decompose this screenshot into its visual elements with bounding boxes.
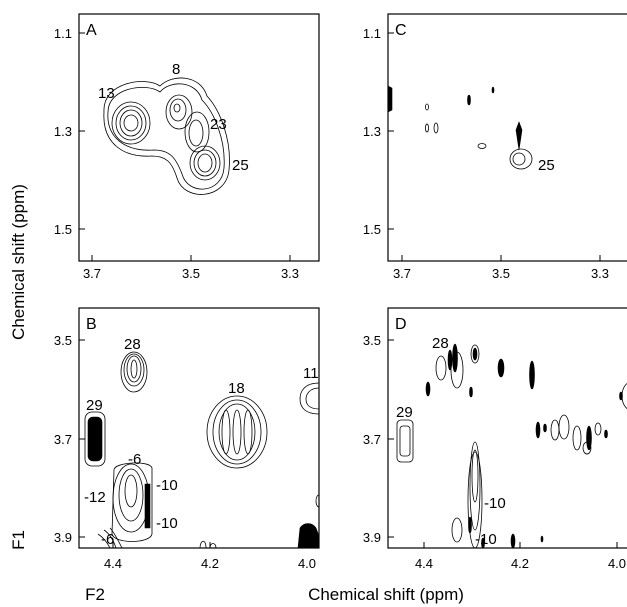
panel-b-xtick-label: 4.2: [201, 556, 219, 571]
x-axis-title: Chemical shift (ppm): [308, 585, 464, 604]
panel-d-x-ticks: 4.4 4.2 4.0: [415, 542, 626, 571]
peak-label: 29: [86, 397, 103, 414]
panel-b: B 3.5 3.7 3.9 4.4 4.2 4.0: [54, 307, 320, 571]
panel-c-x-ticks: 3.7 3.5 3.3: [393, 255, 609, 281]
panel-d-xtick-label: 4.0: [608, 556, 626, 571]
panel-a-xtick-label: 3.5: [182, 266, 200, 281]
panel-b-peak-labels: 28 11 18 29 -6 -10 -12 -10 -6: [84, 336, 319, 548]
panel-d-contours: [396, 343, 627, 549]
panel-b-y-ticks: 3.5 3.7 3.9: [54, 333, 85, 545]
panel-a-contours: [103, 77, 230, 195]
panel-c-ytick-label: 1.5: [363, 222, 381, 237]
panel-c-ytick-label: 1.1: [363, 26, 381, 41]
panel-d-frame: [387, 307, 627, 549]
panel-b-x-ticks: 4.4 4.2 4.0: [104, 542, 316, 571]
peak-label: 28: [432, 335, 449, 352]
peak-label: 11: [303, 365, 319, 382]
peak-label: 25: [538, 157, 555, 174]
panel-c-y-ticks: 1.1 1.3 1.5: [363, 26, 394, 237]
panel-c-contours: [387, 85, 533, 170]
panel-d-xtick-label: 4.4: [415, 556, 433, 571]
panel-d-xtick-label: 4.2: [511, 556, 529, 571]
peak-label: -10: [484, 495, 506, 512]
panel-b-xtick-label: 4.4: [104, 556, 122, 571]
panel-a-frame: [78, 13, 320, 262]
panel-b-ytick-label: 3.7: [54, 432, 72, 447]
panel-a-label: A: [86, 22, 97, 39]
panel-b-ytick-label: 3.5: [54, 333, 72, 348]
panel-c-xtick-label: 3.3: [591, 266, 609, 281]
peak-label: -10: [156, 515, 178, 532]
panel-b-xtick-label: 4.0: [298, 556, 316, 571]
panel-c-xtick-label: 3.5: [492, 266, 510, 281]
peak-label: -10: [475, 531, 497, 548]
panel-c: C 1.1 1.3 1.5 3.7 3.5 3.3: [363, 13, 627, 281]
panel-b-contours: [84, 351, 320, 549]
panel-d-ytick-label: 3.5: [363, 333, 381, 348]
peak-label: 25: [232, 157, 249, 174]
panel-a-y-ticks: 1.1 1.3 1.5: [54, 26, 85, 237]
panel-b-label: B: [86, 316, 97, 333]
panel-d-label: D: [395, 316, 407, 333]
panel-c-peak-labels: 25: [538, 157, 555, 174]
panel-a-ytick-label: 1.1: [54, 26, 72, 41]
peak-label: 8: [172, 61, 180, 78]
panel-b-frame: [78, 307, 320, 549]
panel-d-peak-labels: 28 29 -10 -10: [396, 335, 506, 548]
peak-label: 23: [210, 116, 227, 133]
panel-a-x-ticks: 3.7 3.5 3.3: [83, 255, 299, 281]
peak-label: 18: [228, 380, 245, 397]
y-axis-title: Chemical shift (ppm): [9, 184, 28, 340]
panel-a-ytick-label: 1.5: [54, 222, 72, 237]
panel-c-label: C: [395, 22, 407, 39]
panel-a-peak-labels: 13 8 23 25: [98, 61, 249, 174]
f2-label: F2: [85, 585, 105, 604]
peak-label: -6: [101, 531, 114, 548]
panel-a-xtick-label: 3.7: [83, 266, 101, 281]
panel-c-frame: [387, 13, 627, 262]
panel-b-ytick-label: 3.9: [54, 530, 72, 545]
peak-label: -10: [156, 477, 178, 494]
panel-a: A 1.1 1.3 1.5 3.7 3.5 3.3: [54, 13, 320, 281]
f1-label: F1: [9, 530, 28, 550]
panel-c-ytick-label: 1.3: [363, 124, 381, 139]
peak-label: 29: [396, 404, 413, 421]
panel-d-ytick-label: 3.7: [363, 432, 381, 447]
panel-d-y-ticks: 3.5 3.7 3.9: [363, 333, 394, 545]
panel-d-ytick-label: 3.9: [363, 530, 381, 545]
panel-a-ytick-label: 1.3: [54, 124, 72, 139]
panel-d: D 3.5 3.7 3.9 4.4 4.2 4.0: [363, 307, 627, 571]
peak-label: 13: [98, 85, 115, 102]
peak-label: -12: [84, 489, 106, 506]
panel-c-xtick-label: 3.7: [393, 266, 411, 281]
peak-label: 28: [124, 336, 141, 353]
peak-label: -6: [128, 451, 141, 468]
panel-a-xtick-label: 3.3: [281, 266, 299, 281]
